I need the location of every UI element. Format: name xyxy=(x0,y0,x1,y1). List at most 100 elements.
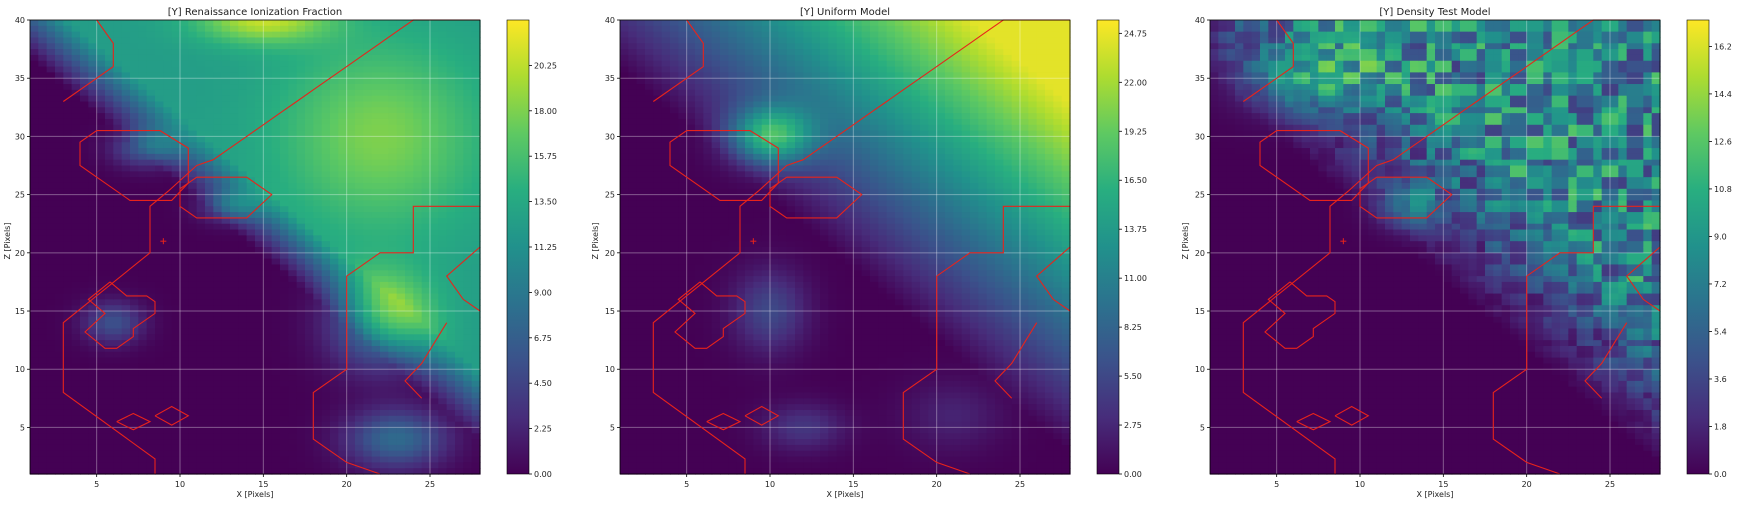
heatmap-cell xyxy=(113,235,123,242)
heatmap-cell xyxy=(271,433,281,440)
heatmap-cell xyxy=(678,25,688,33)
heatmap-cell xyxy=(238,124,248,132)
heatmap-cell xyxy=(263,159,273,167)
heatmap-cell xyxy=(628,340,638,347)
heatmap-cell xyxy=(213,270,223,277)
heatmap-cell xyxy=(321,264,331,271)
heatmap-cell xyxy=(46,258,56,266)
heatmap-cell xyxy=(405,404,414,411)
heatmap-cell xyxy=(230,311,239,318)
heatmap-cell xyxy=(686,31,696,39)
heatmap-cell xyxy=(661,101,671,108)
heatmap-cell xyxy=(46,322,56,330)
heatmap-cell xyxy=(371,293,381,300)
heatmap-cell xyxy=(430,200,439,207)
heatmap-cell xyxy=(321,148,331,155)
heatmap-cell xyxy=(628,84,638,91)
heatmap-cell xyxy=(636,351,646,359)
heatmap-cell xyxy=(645,299,654,306)
heatmap-cell xyxy=(113,124,123,132)
heatmap-cell xyxy=(438,270,448,277)
heatmap-cell xyxy=(321,171,331,178)
heatmap-cell xyxy=(180,363,189,370)
heatmap-cell xyxy=(678,287,688,295)
heatmap-cell xyxy=(155,177,164,184)
heatmap-cell xyxy=(463,462,473,469)
heatmap-cell xyxy=(471,421,481,429)
heatmap-cell xyxy=(88,281,98,289)
heatmap-cell xyxy=(213,287,223,295)
heatmap-cell xyxy=(221,409,231,417)
heatmap-cell xyxy=(380,439,389,446)
heatmap-cell xyxy=(413,165,423,172)
heatmap-cell xyxy=(396,252,406,260)
heatmap-cell xyxy=(670,316,679,324)
heatmap-cell xyxy=(636,72,646,79)
heatmap-cell xyxy=(330,136,339,143)
heatmap-cell xyxy=(230,84,239,91)
heatmap-cell xyxy=(271,165,281,172)
heatmap-cell xyxy=(388,20,398,27)
heatmap-cell xyxy=(463,142,473,149)
heatmap-cell xyxy=(71,229,81,236)
heatmap-cell xyxy=(171,25,181,33)
heatmap-cell xyxy=(321,142,331,149)
heatmap-cell xyxy=(405,433,414,440)
heatmap-cell xyxy=(96,357,106,365)
heatmap-cell xyxy=(155,66,164,73)
heatmap-cell xyxy=(55,247,64,254)
heatmap-cell xyxy=(171,392,181,399)
heatmap-cell xyxy=(213,345,223,353)
heatmap-cell xyxy=(686,252,696,260)
heatmap-cell xyxy=(438,334,448,341)
heatmap-cell xyxy=(430,206,439,213)
heatmap-cell xyxy=(463,37,473,44)
heatmap-cell xyxy=(155,258,164,266)
heatmap-cell xyxy=(380,270,389,277)
heatmap-cell xyxy=(371,165,381,172)
heatmap-cell xyxy=(263,66,273,73)
heatmap-cell xyxy=(271,316,281,324)
heatmap-cell xyxy=(196,72,206,79)
heatmap-cell xyxy=(188,270,198,277)
heatmap-cell xyxy=(280,334,289,341)
heatmap-cell xyxy=(388,450,398,458)
heatmap-cell xyxy=(71,287,81,295)
heatmap-cell xyxy=(346,439,356,446)
heatmap-cell xyxy=(405,241,414,248)
heatmap-cell xyxy=(471,159,481,167)
heatmap-cell xyxy=(421,229,431,236)
heatmap-cell xyxy=(313,427,323,434)
heatmap-cell xyxy=(271,340,281,347)
heatmap-cell xyxy=(296,72,306,79)
heatmap-cell xyxy=(263,264,273,271)
heatmap-cell xyxy=(620,409,629,417)
heatmap-cell xyxy=(280,363,289,370)
heatmap-cell xyxy=(221,223,231,231)
heatmap-cell xyxy=(346,345,356,353)
heatmap-cell xyxy=(330,247,339,254)
heatmap-cell xyxy=(105,223,114,231)
heatmap-cell xyxy=(246,54,256,62)
heatmap-cell xyxy=(678,281,688,289)
heatmap-cell xyxy=(438,194,448,202)
heatmap-cell xyxy=(346,89,356,97)
heatmap-cell xyxy=(121,351,131,359)
heatmap-cell xyxy=(255,54,264,62)
heatmap-cell xyxy=(471,37,481,44)
heatmap-cell xyxy=(130,357,139,365)
heatmap-cell xyxy=(463,78,473,85)
heatmap-cell xyxy=(413,153,423,161)
heatmap-cell xyxy=(46,188,56,196)
heatmap-cell xyxy=(413,95,423,103)
heatmap-cell xyxy=(288,31,298,39)
heatmap-cell xyxy=(421,351,431,359)
heatmap-cell xyxy=(380,89,389,97)
heatmap-cell xyxy=(255,217,264,225)
heatmap-cell xyxy=(405,78,414,85)
heatmap-cell xyxy=(230,177,239,184)
heatmap-cell xyxy=(138,398,148,405)
heatmap-cell xyxy=(296,276,306,283)
heatmap-cell xyxy=(421,444,431,452)
heatmap-cell xyxy=(171,386,181,394)
